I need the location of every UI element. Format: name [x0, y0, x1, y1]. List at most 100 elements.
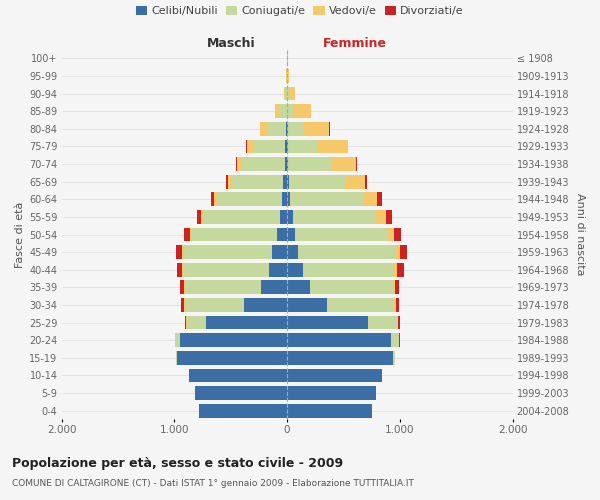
- Bar: [388, 228, 394, 241]
- Bar: [287, 104, 293, 118]
- Y-axis label: Fasce di età: Fasce di età: [15, 202, 25, 268]
- Bar: [399, 334, 400, 347]
- Bar: [287, 192, 290, 206]
- Bar: [395, 280, 400, 294]
- Bar: [287, 404, 371, 417]
- Bar: [287, 228, 295, 241]
- Bar: [269, 263, 287, 276]
- Bar: [176, 263, 182, 276]
- Bar: [211, 192, 214, 206]
- Bar: [394, 298, 396, 312]
- Bar: [304, 122, 329, 136]
- Bar: [286, 140, 287, 153]
- Bar: [287, 69, 289, 83]
- Bar: [287, 386, 376, 400]
- Text: COMUNE DI CALTAGIRONE (CT) - Dati ISTAT 1° gennaio 2009 - Elaborazione TUTTITALI: COMUNE DI CALTAGIRONE (CT) - Dati ISTAT …: [12, 479, 414, 488]
- Bar: [190, 228, 191, 241]
- Bar: [348, 140, 349, 153]
- Bar: [237, 157, 242, 171]
- Bar: [346, 175, 365, 188]
- Bar: [394, 228, 401, 241]
- Bar: [376, 210, 386, 224]
- Bar: [326, 298, 394, 312]
- Bar: [287, 175, 289, 188]
- Bar: [280, 210, 287, 224]
- Bar: [203, 210, 280, 224]
- Bar: [282, 192, 287, 206]
- Bar: [260, 122, 267, 136]
- Bar: [332, 157, 356, 171]
- Bar: [176, 246, 182, 259]
- Bar: [283, 175, 287, 188]
- Bar: [397, 263, 404, 276]
- Bar: [391, 334, 398, 347]
- Bar: [272, 246, 287, 259]
- Bar: [185, 298, 244, 312]
- Bar: [398, 316, 400, 330]
- Bar: [310, 280, 393, 294]
- Bar: [289, 157, 332, 171]
- Y-axis label: Anni di nascita: Anni di nascita: [575, 194, 585, 276]
- Bar: [180, 280, 184, 294]
- Bar: [287, 280, 310, 294]
- Bar: [396, 298, 399, 312]
- Bar: [275, 104, 280, 118]
- Bar: [287, 334, 391, 347]
- Bar: [184, 228, 190, 241]
- Bar: [293, 210, 376, 224]
- Bar: [244, 298, 287, 312]
- Bar: [356, 157, 358, 171]
- Bar: [393, 351, 395, 364]
- Bar: [184, 246, 272, 259]
- Bar: [393, 280, 395, 294]
- Bar: [362, 192, 377, 206]
- Bar: [199, 404, 287, 417]
- Bar: [400, 246, 407, 259]
- Bar: [287, 86, 289, 101]
- Bar: [285, 86, 287, 101]
- Bar: [217, 192, 282, 206]
- Bar: [189, 368, 287, 382]
- Bar: [287, 316, 368, 330]
- Bar: [246, 140, 247, 153]
- Text: Maschi: Maschi: [206, 38, 255, 51]
- Bar: [295, 228, 388, 241]
- Bar: [290, 192, 362, 206]
- Bar: [287, 246, 298, 259]
- Bar: [267, 122, 286, 136]
- Bar: [395, 246, 400, 259]
- Bar: [368, 316, 398, 330]
- Bar: [247, 140, 254, 153]
- Bar: [206, 316, 287, 330]
- Bar: [298, 246, 395, 259]
- Bar: [287, 140, 288, 153]
- Bar: [191, 228, 277, 241]
- Bar: [287, 298, 326, 312]
- Bar: [303, 263, 394, 276]
- Bar: [195, 386, 287, 400]
- Bar: [197, 210, 201, 224]
- Bar: [226, 175, 228, 188]
- Bar: [185, 316, 187, 330]
- Bar: [242, 157, 285, 171]
- Bar: [287, 122, 304, 136]
- Bar: [394, 263, 397, 276]
- Bar: [184, 280, 185, 294]
- Bar: [176, 351, 287, 364]
- Bar: [214, 192, 217, 206]
- Bar: [287, 351, 393, 364]
- Bar: [201, 210, 203, 224]
- Bar: [287, 157, 289, 171]
- Bar: [288, 140, 319, 153]
- Bar: [180, 334, 287, 347]
- Bar: [277, 228, 287, 241]
- Legend: Celibi/Nubili, Coniugati/e, Vedovi/e, Divorziati/e: Celibi/Nubili, Coniugati/e, Vedovi/e, Di…: [136, 6, 464, 16]
- Bar: [286, 122, 287, 136]
- Bar: [184, 263, 269, 276]
- Bar: [365, 175, 367, 188]
- Text: Femmine: Femmine: [323, 38, 387, 51]
- Text: Popolazione per età, sesso e stato civile - 2009: Popolazione per età, sesso e stato civil…: [12, 458, 343, 470]
- Bar: [176, 334, 180, 347]
- Bar: [287, 210, 293, 224]
- Bar: [287, 368, 382, 382]
